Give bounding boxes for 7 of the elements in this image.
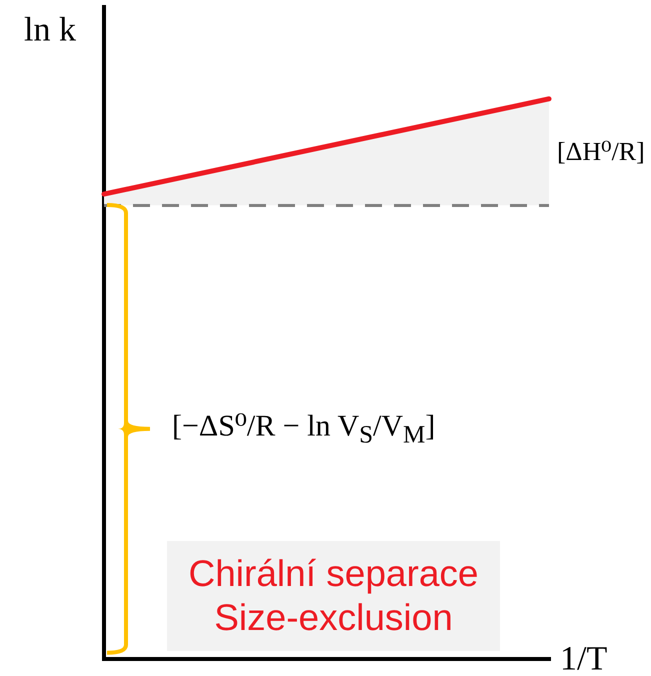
annotation: [−ΔS⁰/R − ln V$_{S}$/V$_{M}$] bbox=[172, 408, 436, 450]
annotation: Chirální separace bbox=[188, 552, 478, 596]
note-box: Chirální separace Size-exclusion bbox=[167, 541, 500, 651]
annotation: Size-exclusion bbox=[214, 596, 453, 640]
x-axis-title: 1/T bbox=[560, 640, 608, 676]
y-axis-title: ln k bbox=[24, 12, 76, 48]
annotation: [ΔH⁰/R] bbox=[557, 137, 645, 168]
